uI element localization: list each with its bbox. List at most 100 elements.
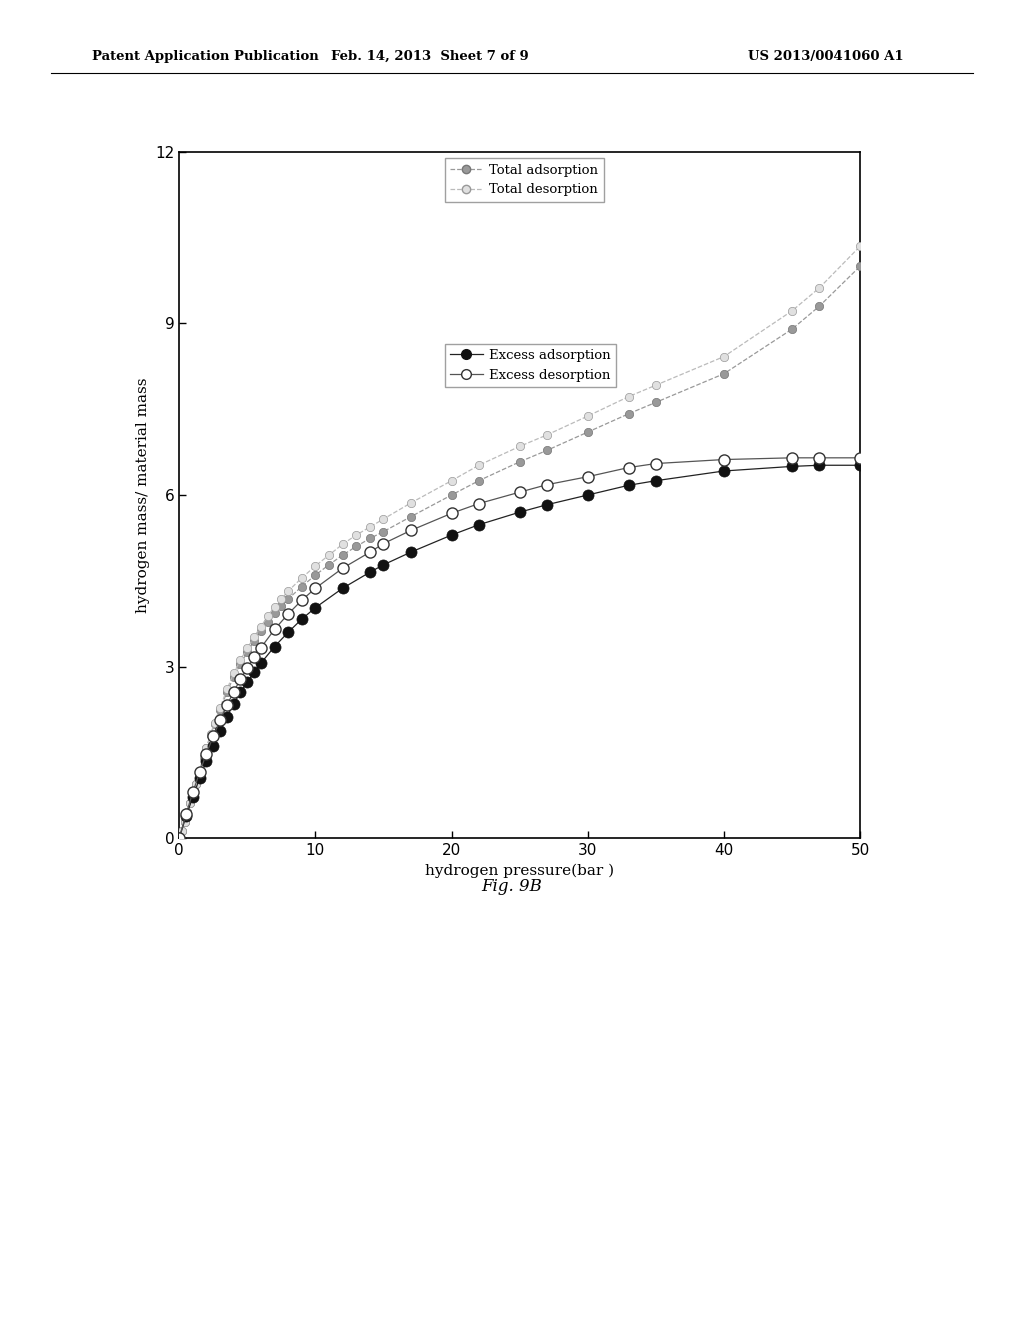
Excess adsorption [186, 789, 199, 805]
Total desorption [221, 681, 233, 697]
Total desorption [181, 804, 194, 820]
Total adsorption [189, 776, 202, 792]
Total desorption [650, 378, 663, 393]
Text: Fig. 9B: Fig. 9B [481, 878, 543, 895]
Excess adsorption [854, 457, 866, 473]
Excess adsorption [173, 830, 185, 846]
Excess adsorption [473, 517, 485, 533]
Total desorption [323, 546, 335, 562]
Total adsorption [268, 606, 281, 622]
Excess desorption [207, 729, 219, 744]
Excess adsorption [541, 496, 553, 512]
Total desorption [377, 511, 389, 527]
Excess desorption [337, 560, 349, 576]
Excess adsorption [255, 655, 267, 671]
Excess adsorption [194, 770, 206, 785]
Total adsorption [214, 702, 226, 718]
Excess adsorption [282, 624, 294, 640]
Excess desorption [473, 495, 485, 511]
Line: Excess desorption: Excess desorption [174, 453, 865, 843]
Excess adsorption [786, 458, 799, 474]
Legend: Excess adsorption, Excess desorption: Excess adsorption, Excess desorption [444, 343, 616, 387]
Total desorption [296, 570, 308, 586]
Excess desorption [813, 450, 825, 466]
Excess desorption [650, 455, 663, 471]
Total desorption [255, 619, 267, 635]
Excess adsorption [248, 664, 260, 680]
Total desorption [514, 438, 526, 454]
Excess adsorption [813, 457, 825, 473]
Excess desorption [404, 523, 417, 539]
Excess desorption [214, 713, 226, 729]
Excess desorption [718, 451, 730, 467]
Excess adsorption [364, 565, 376, 581]
Total desorption [309, 558, 322, 574]
Excess desorption [268, 622, 281, 638]
Excess desorption [445, 506, 458, 521]
Total adsorption [255, 623, 267, 639]
Total adsorption [194, 763, 206, 779]
Excess desorption [173, 830, 185, 846]
Total desorption [337, 536, 349, 552]
Total adsorption [181, 804, 194, 820]
Excess adsorption [296, 611, 308, 627]
Excess desorption [248, 649, 260, 665]
Total desorption [176, 824, 188, 840]
Excess adsorption [582, 487, 594, 503]
Excess desorption [194, 764, 206, 780]
Total desorption [582, 408, 594, 424]
Total adsorption [445, 487, 458, 503]
Total desorption [201, 741, 213, 756]
Y-axis label: hydrogen mass/ material mass: hydrogen mass/ material mass [135, 378, 150, 612]
Total adsorption [176, 824, 188, 840]
Total desorption [248, 628, 260, 644]
Total desorption [275, 591, 288, 607]
Excess adsorption [623, 478, 635, 494]
Excess desorption [854, 450, 866, 466]
Excess desorption [186, 784, 199, 800]
Total desorption [184, 795, 197, 810]
Excess desorption [309, 581, 322, 597]
Total desorption [445, 473, 458, 488]
Total adsorption [201, 741, 213, 756]
Excess adsorption [221, 709, 233, 725]
Excess adsorption [377, 557, 389, 573]
Total desorption [350, 527, 362, 543]
Excess adsorption [337, 581, 349, 597]
Excess desorption [541, 477, 553, 492]
Excess desorption [180, 807, 193, 822]
Excess adsorption [445, 527, 458, 543]
Total adsorption [178, 814, 190, 830]
Total adsorption [541, 442, 553, 458]
Total adsorption [473, 473, 485, 488]
Total adsorption [337, 546, 349, 562]
Excess adsorption [718, 463, 730, 479]
Line: Total desorption: Total desorption [175, 242, 864, 842]
Total desorption [813, 280, 825, 296]
Total desorption [189, 776, 202, 792]
X-axis label: hydrogen pressure(bar ): hydrogen pressure(bar ) [425, 863, 614, 878]
Excess desorption [227, 684, 240, 700]
Total adsorption [186, 785, 199, 801]
Total desorption [282, 583, 294, 599]
Total desorption [473, 457, 485, 473]
Excess adsorption [227, 696, 240, 711]
Total adsorption [718, 366, 730, 381]
Excess desorption [234, 672, 247, 688]
Excess desorption [282, 606, 294, 622]
Total desorption [186, 785, 199, 801]
Total adsorption [282, 591, 294, 607]
Total desorption [854, 238, 866, 253]
Total desorption [173, 830, 185, 846]
Total adsorption [786, 321, 799, 337]
Total adsorption [813, 298, 825, 314]
Total desorption [178, 814, 190, 830]
Total adsorption [242, 644, 254, 660]
Excess desorption [296, 593, 308, 609]
Total adsorption [184, 795, 197, 810]
Total adsorption [582, 424, 594, 440]
Excess adsorption [268, 639, 281, 655]
Excess desorption [255, 640, 267, 656]
Total adsorption [198, 748, 210, 764]
Excess desorption [221, 697, 233, 713]
